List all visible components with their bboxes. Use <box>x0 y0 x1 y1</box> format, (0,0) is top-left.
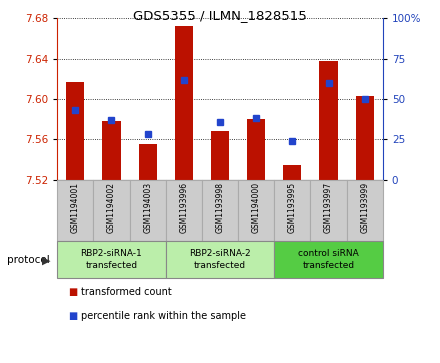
Text: GSM1193996: GSM1193996 <box>180 182 188 233</box>
Text: percentile rank within the sample: percentile rank within the sample <box>81 311 246 321</box>
Bar <box>347 180 383 241</box>
Bar <box>103 121 121 180</box>
Text: GSM1193999: GSM1193999 <box>360 182 369 233</box>
Text: GSM1194003: GSM1194003 <box>143 182 152 233</box>
Bar <box>139 144 157 180</box>
Text: ■: ■ <box>68 287 77 297</box>
Bar <box>166 241 274 278</box>
Text: GSM1194002: GSM1194002 <box>107 182 116 233</box>
Bar <box>247 119 265 180</box>
Text: transformed count: transformed count <box>81 287 172 297</box>
Text: GDS5355 / ILMN_1828515: GDS5355 / ILMN_1828515 <box>133 9 307 22</box>
Text: RBP2-siRNA-2
transfected: RBP2-siRNA-2 transfected <box>189 249 251 270</box>
Text: GSM1194001: GSM1194001 <box>71 182 80 233</box>
Bar <box>202 180 238 241</box>
Text: ▶: ▶ <box>42 255 51 265</box>
Text: GSM1193995: GSM1193995 <box>288 182 297 233</box>
Text: GSM1193998: GSM1193998 <box>216 182 224 233</box>
Bar <box>274 180 311 241</box>
Bar <box>238 180 274 241</box>
Bar <box>93 180 129 241</box>
Bar <box>319 61 337 180</box>
Bar <box>57 241 166 278</box>
Text: GSM1194000: GSM1194000 <box>252 182 260 233</box>
Text: control siRNA
transfected: control siRNA transfected <box>298 249 359 270</box>
Bar <box>66 82 84 180</box>
Bar <box>166 180 202 241</box>
Bar <box>283 164 301 180</box>
Bar <box>274 241 383 278</box>
Bar <box>57 180 93 241</box>
Bar <box>311 180 347 241</box>
Bar <box>129 180 166 241</box>
Bar <box>175 26 193 180</box>
Text: RBP2-siRNA-1
transfected: RBP2-siRNA-1 transfected <box>81 249 143 270</box>
Text: protocol: protocol <box>7 255 49 265</box>
Text: ■: ■ <box>68 311 77 321</box>
Bar <box>211 131 229 180</box>
Bar <box>356 96 374 180</box>
Text: GSM1193997: GSM1193997 <box>324 182 333 233</box>
